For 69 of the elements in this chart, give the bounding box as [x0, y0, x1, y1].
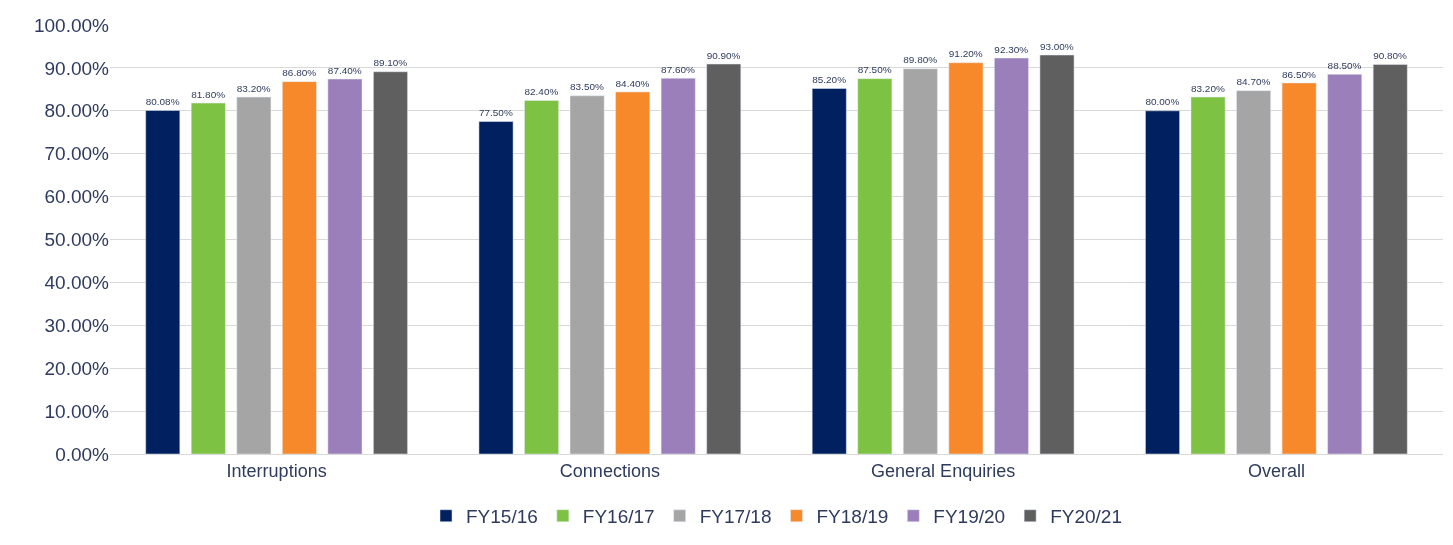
- bar: [1039, 54, 1075, 454]
- bar: [569, 95, 605, 454]
- bar: [1236, 90, 1271, 454]
- bar: [660, 77, 696, 454]
- y-tick-label: 90.00%: [44, 57, 110, 79]
- data-label: 82.40%: [524, 86, 559, 98]
- bar: [857, 78, 893, 454]
- data-label: 87.50%: [857, 64, 892, 76]
- y-tick-label: 40.00%: [44, 272, 110, 294]
- y-tick-label: 0.00%: [55, 443, 110, 465]
- data-label: 83.20%: [1190, 82, 1225, 94]
- data-label: 90.90%: [706, 49, 741, 61]
- x-tick-label: Interruptions: [226, 460, 327, 481]
- data-label: 93.00%: [1039, 40, 1074, 52]
- bar: [190, 102, 226, 454]
- data-label: 80.08%: [145, 96, 180, 108]
- bar: [282, 81, 317, 454]
- bar: [327, 78, 363, 454]
- data-label: 83.20%: [236, 82, 271, 94]
- data-label: 86.80%: [282, 67, 317, 79]
- y-tick-label: 20.00%: [44, 357, 110, 379]
- x-tick-label: General Enquiries: [871, 460, 1016, 481]
- data-label: 84.40%: [615, 77, 650, 89]
- bar: [478, 121, 514, 454]
- legend-label: FY15/16: [466, 506, 538, 528]
- bar: [706, 63, 742, 454]
- data-label: 89.80%: [903, 54, 938, 66]
- data-label: 84.70%: [1236, 76, 1271, 88]
- data-label: 87.40%: [327, 64, 362, 76]
- bar: [1145, 110, 1180, 454]
- x-tick-label: Connections: [559, 460, 660, 481]
- bar: [1190, 96, 1226, 454]
- bar: [811, 88, 847, 454]
- bar: [373, 71, 408, 454]
- data-label: 87.60%: [661, 63, 696, 75]
- legend-label: FY20/21: [1050, 506, 1122, 528]
- bar: [145, 110, 181, 454]
- data-label: 92.30%: [994, 43, 1029, 55]
- data-label: 85.20%: [812, 74, 847, 86]
- y-tick-label: 80.00%: [44, 100, 110, 122]
- bar: [615, 91, 650, 454]
- legend-label: FY18/19: [816, 506, 889, 528]
- x-tick-label: Overall: [1247, 460, 1305, 481]
- data-label: 90.80%: [1373, 50, 1408, 62]
- data-label: 83.50%: [570, 81, 604, 93]
- y-tick-label: 50.00%: [44, 229, 110, 251]
- bar: [1281, 82, 1317, 454]
- bar: [948, 62, 984, 454]
- legend-label: FY16/17: [582, 506, 655, 528]
- legend-label: FY19/20: [933, 506, 1006, 528]
- data-label: 89.10%: [373, 57, 408, 69]
- data-label: 88.50%: [1327, 60, 1362, 72]
- y-tick-label: 10.00%: [44, 400, 110, 422]
- data-label: 81.80%: [191, 88, 226, 100]
- bar: [524, 100, 559, 454]
- y-tick-label: 30.00%: [44, 314, 110, 336]
- y-tick-label: 60.00%: [44, 186, 110, 208]
- y-tick-label: 100.00%: [33, 14, 110, 36]
- data-label: 77.50%: [478, 107, 513, 119]
- data-label: 91.20%: [948, 48, 983, 60]
- bar: [994, 57, 1029, 454]
- data-label: 86.50%: [1282, 68, 1317, 80]
- data-label: 80.00%: [1145, 96, 1180, 108]
- legend-label: FY17/18: [699, 506, 772, 528]
- y-tick-label: 70.00%: [44, 143, 110, 165]
- bar: [903, 68, 938, 454]
- bar: [236, 96, 272, 454]
- bar: [1372, 64, 1408, 454]
- bar: [1327, 74, 1363, 454]
